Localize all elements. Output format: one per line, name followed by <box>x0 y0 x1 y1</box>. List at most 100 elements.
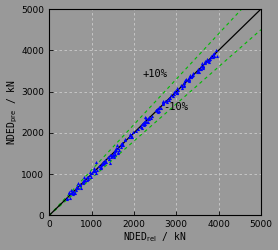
Point <box>195 68 200 72</box>
Point <box>182 83 186 87</box>
Point <box>128 132 132 136</box>
Point <box>208 54 213 58</box>
Point <box>207 58 211 62</box>
Point <box>189 75 193 79</box>
Point <box>187 77 192 81</box>
Point <box>160 100 165 104</box>
Point <box>191 71 195 75</box>
Point <box>187 78 191 82</box>
Point <box>108 155 113 159</box>
Point <box>82 178 87 182</box>
Point <box>157 105 161 109</box>
Point <box>200 61 204 65</box>
Point <box>212 54 216 58</box>
Point <box>103 160 108 164</box>
Point <box>110 152 115 156</box>
Point <box>121 143 125 147</box>
Point <box>65 196 70 200</box>
Point <box>129 135 133 139</box>
Point <box>208 57 212 61</box>
Point <box>83 178 87 182</box>
Point <box>142 115 147 119</box>
Point <box>118 142 123 146</box>
Point <box>144 116 148 119</box>
Point <box>67 192 71 196</box>
Point <box>88 170 92 174</box>
Point <box>78 182 82 186</box>
Point <box>76 186 80 190</box>
Point <box>143 122 148 126</box>
Point <box>74 186 78 190</box>
Point <box>199 67 203 71</box>
Point <box>186 78 191 82</box>
Point <box>150 114 154 118</box>
Point <box>211 52 215 56</box>
Point <box>75 181 80 185</box>
Point <box>110 154 115 158</box>
Point <box>68 196 72 200</box>
X-axis label: NDED$_{\mathrm{rel}}$ / kN: NDED$_{\mathrm{rel}}$ / kN <box>123 231 187 244</box>
Point <box>198 67 202 71</box>
Point <box>136 127 140 131</box>
Point <box>79 186 83 190</box>
Point <box>110 154 114 158</box>
Point <box>187 80 192 84</box>
Point <box>204 59 209 63</box>
Point <box>123 138 127 142</box>
Point <box>200 64 205 68</box>
Point <box>98 166 103 170</box>
Point <box>99 165 103 169</box>
Point <box>116 150 120 154</box>
Point <box>85 178 89 182</box>
Point <box>180 84 185 88</box>
Point <box>187 74 192 78</box>
Point <box>85 177 90 181</box>
Point <box>92 170 97 173</box>
Point <box>130 134 134 138</box>
Point <box>81 180 85 184</box>
Point <box>90 170 94 174</box>
Point <box>155 107 160 111</box>
Point <box>175 91 180 95</box>
Point <box>72 191 76 195</box>
Point <box>179 83 183 87</box>
Point <box>112 152 117 156</box>
Point <box>188 74 193 78</box>
Point <box>173 89 177 93</box>
Point <box>172 92 176 96</box>
Point <box>188 75 193 79</box>
Point <box>94 160 98 164</box>
Point <box>168 96 173 100</box>
Point <box>142 120 146 124</box>
Point <box>119 143 124 147</box>
Point <box>184 77 188 81</box>
Point <box>175 90 179 94</box>
Point <box>162 99 167 103</box>
Point <box>81 179 86 183</box>
Point <box>154 108 158 112</box>
Point <box>206 59 210 63</box>
Point <box>209 55 213 59</box>
Point <box>160 102 165 106</box>
Point <box>75 184 80 188</box>
Point <box>107 153 112 157</box>
Point <box>105 155 110 159</box>
Point <box>113 148 118 152</box>
Point <box>112 153 116 157</box>
Point <box>99 162 103 166</box>
Point <box>159 106 163 110</box>
Point <box>71 192 75 196</box>
Point <box>74 188 78 192</box>
Point <box>80 179 85 183</box>
Point <box>88 173 92 177</box>
Point <box>165 100 169 103</box>
Point <box>191 74 196 78</box>
Point <box>86 176 90 180</box>
Point <box>69 188 73 192</box>
Point <box>92 169 97 173</box>
Point <box>100 160 105 164</box>
Point <box>94 168 99 172</box>
Point <box>161 100 166 104</box>
Point <box>107 157 111 161</box>
Point <box>202 60 207 64</box>
